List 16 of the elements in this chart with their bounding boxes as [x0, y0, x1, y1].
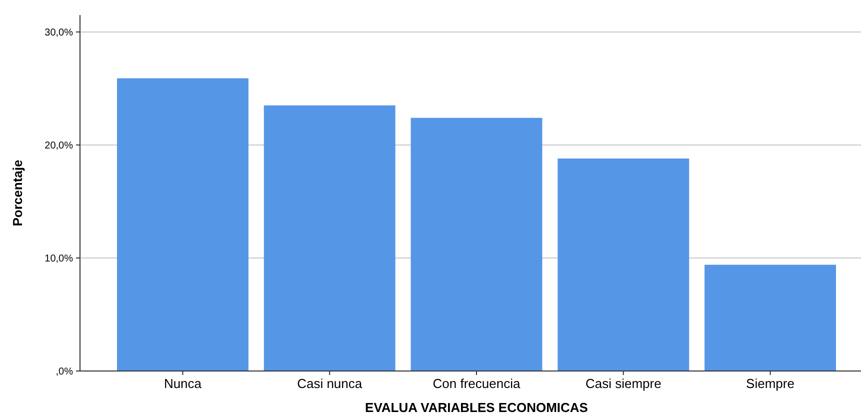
bar: [558, 158, 690, 371]
x-tick-label: Casi siempre: [585, 376, 662, 391]
x-tick-label: Siempre: [746, 376, 794, 391]
x-tick-label: Nunca: [164, 376, 202, 391]
y-tick-label: ,0%: [56, 366, 74, 378]
x-tick-label: Casi nunca: [297, 376, 363, 391]
bar: [410, 118, 542, 371]
bar: [264, 105, 396, 371]
bar: [117, 78, 248, 371]
y-axis-title: Porcentaje: [10, 160, 25, 226]
y-tick-label: 10,0%: [44, 253, 74, 264]
bar: [704, 264, 836, 371]
x-axis-title: EVALUA VARIABLES ECONOMICAS: [365, 400, 588, 415]
y-tick-label: 20,0%: [44, 140, 74, 152]
y-tick-label: 30,0%: [44, 27, 74, 38]
x-tick-label: Con frecuencia: [432, 376, 521, 391]
